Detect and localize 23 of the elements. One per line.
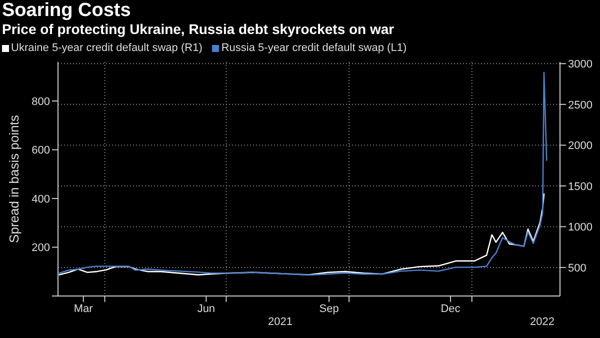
x-tick-label: Dec [440, 302, 461, 315]
line-series [58, 193, 545, 276]
y2-tick-label: 500 [568, 262, 586, 274]
chart-subtitle: Price of protecting Ukraine, Russia debt skyrockets on war [2, 21, 396, 38]
y-axis-title: Spread in basis points [6, 114, 22, 243]
x-tick-label: Jun [197, 302, 216, 315]
chart-title: Soaring Costs [2, 0, 132, 21]
y-tick-label: 800 [32, 96, 50, 108]
y-tick-label: 200 [32, 242, 50, 254]
y2-tick-label: 2000 [568, 140, 592, 152]
line-series [58, 72, 548, 276]
text: 2021 [268, 316, 292, 328]
y2-tick-label: 1000 [568, 222, 592, 234]
y2-tick-label: 1500 [568, 180, 592, 193]
legend-label: Ukraine 5-year credit default swap (R1) [11, 42, 202, 54]
legend-label: Russia 5-year credit default swap (L1) [221, 42, 407, 54]
y2-tick-label: 3000 [568, 58, 592, 71]
x-tick-label: Sep [319, 302, 339, 315]
y2-tick-label: 2500 [568, 99, 592, 112]
x-tick-label: Mar [74, 302, 94, 315]
y-tick-label: 400 [32, 193, 50, 206]
y-tick-label: 600 [32, 144, 50, 157]
text: 2022 [530, 316, 554, 328]
